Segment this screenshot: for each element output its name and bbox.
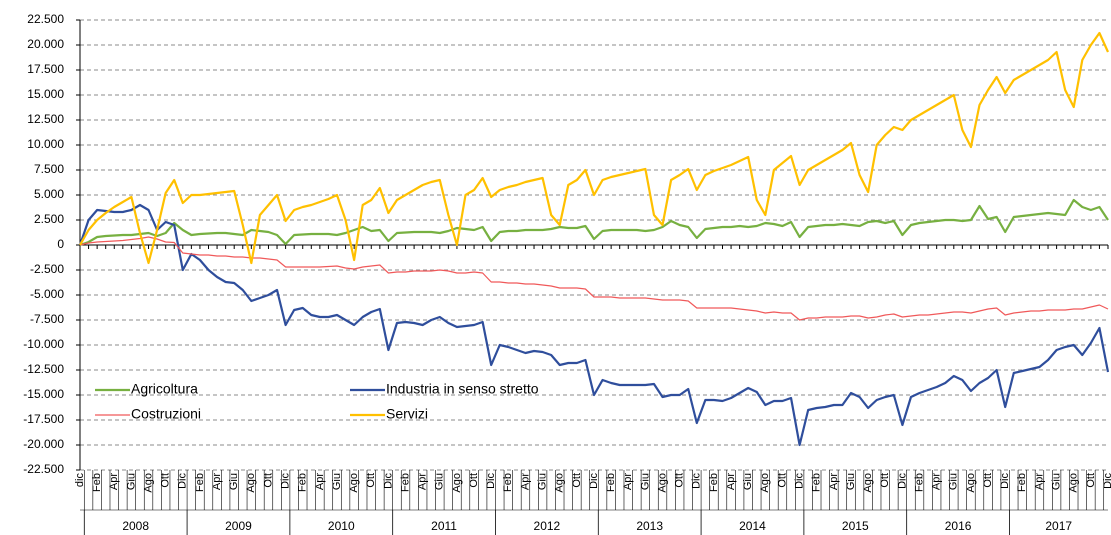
x-tick-label: Giu: [1051, 473, 1063, 490]
x-tick-label: Feb: [194, 473, 206, 492]
x-tick-label: Dic: [485, 473, 497, 489]
x-tick-label: Feb: [502, 473, 514, 492]
x-tick-label: Feb: [605, 473, 617, 492]
x-tick-label: Apr: [725, 473, 737, 490]
legend-label: Industria in senso stretto: [386, 381, 539, 397]
x-tick-label: Apr: [828, 473, 840, 490]
x-tick-label: Ott: [776, 473, 788, 488]
x-tick-label: Ott: [262, 473, 274, 488]
x-tick-label: Feb: [91, 473, 103, 492]
y-tick-label: 5.000: [34, 187, 64, 201]
x-tick-label: Ott: [674, 473, 686, 488]
y-tick-label: -17.500: [23, 412, 64, 426]
x-tick-label: Dic: [691, 473, 703, 489]
x-tick-label: Apr: [622, 473, 634, 490]
y-tick-label: -12.500: [23, 362, 64, 376]
year-label: 2013: [636, 519, 663, 533]
y-tick-label: -5.000: [30, 287, 64, 301]
y-tick-label: 22.500: [27, 12, 64, 26]
x-tick-label: Ott: [1085, 473, 1097, 488]
x-tick-label: Ott: [468, 473, 480, 488]
x-tick-label: Feb: [913, 473, 925, 492]
x-tick-label: Giu: [845, 473, 857, 490]
x-tick-label: Dic: [588, 473, 600, 489]
x-tick-label: Ott: [365, 473, 377, 488]
y-tick-label: 2.500: [34, 212, 64, 226]
year-label: 2017: [1045, 519, 1072, 533]
x-tick-label: Apr: [108, 473, 120, 490]
y-tick-label: 15.000: [27, 87, 64, 101]
x-tick-label: Ago: [142, 473, 154, 493]
y-tick-label: 7.500: [34, 162, 64, 176]
legend-label: Servizi: [386, 406, 428, 422]
y-tick-label: -15.000: [23, 387, 64, 401]
year-label: 2010: [328, 519, 355, 533]
legend-label: Agricoltura: [131, 381, 198, 397]
x-tick-label: Giu: [948, 473, 960, 490]
y-tick-label: 10.000: [27, 137, 64, 151]
series-line: [79, 198, 1109, 247]
year-label: 2008: [122, 519, 149, 533]
x-tick-label: Ago: [554, 473, 566, 493]
y-tick-label: 0: [57, 237, 64, 251]
x-tick-label: Ago: [759, 473, 771, 493]
x-tick-label: Giu: [125, 473, 137, 490]
x-tick-label: Dic: [177, 473, 189, 489]
x-tick-label: Giu: [331, 473, 343, 490]
y-tick-label: -10.000: [23, 337, 64, 351]
x-tick-label: Giu: [742, 473, 754, 490]
x-tick-label: Dic: [1102, 473, 1111, 489]
year-label: 2009: [225, 519, 252, 533]
series-line: [79, 31, 1110, 265]
year-label: 2015: [842, 519, 869, 533]
x-tick-label: Ott: [982, 473, 994, 488]
legend-label: Costruzioni: [131, 406, 201, 422]
y-tick-label: -20.000: [23, 437, 64, 451]
y-tick-label: 20.000: [27, 37, 64, 51]
x-tick-label: Dic: [896, 473, 908, 489]
series-line: [79, 236, 1109, 321]
x-tick-label: Feb: [1016, 473, 1028, 492]
x-tick-label: dic: [74, 473, 86, 488]
x-tick-label: Ago: [656, 473, 668, 493]
x-tick-label: Ago: [451, 473, 463, 493]
x-tick-label: Giu: [639, 473, 651, 490]
x-tick-label: Dic: [382, 473, 394, 489]
x-tick-label: Giu: [537, 473, 549, 490]
y-tick-label: -7.500: [30, 312, 64, 326]
series-line: [78, 203, 1110, 447]
x-tick-label: Dic: [280, 473, 292, 489]
x-tick-label: Ott: [160, 473, 172, 488]
x-tick-label: Apr: [519, 473, 531, 490]
x-tick-label: Feb: [297, 473, 309, 492]
x-tick-label: Ago: [1068, 473, 1080, 493]
x-tick-label: Dic: [794, 473, 806, 489]
year-label: 2012: [534, 519, 561, 533]
y-tick-label: 17.500: [27, 62, 64, 76]
x-tick-label: Apr: [931, 473, 943, 490]
x-tick-label: Dic: [999, 473, 1011, 489]
x-tick-label: Apr: [1033, 473, 1045, 490]
x-tick-label: Giu: [434, 473, 446, 490]
x-tick-label: Ago: [965, 473, 977, 493]
x-tick-label: Ago: [862, 473, 874, 493]
x-tick-label: Giu: [228, 473, 240, 490]
x-tick-label: Apr: [314, 473, 326, 490]
x-tick-label: Ago: [245, 473, 257, 493]
x-tick-label: Ott: [571, 473, 583, 488]
x-tick-label: Ott: [879, 473, 891, 488]
x-tick-label: Apr: [417, 473, 429, 490]
x-tick-label: Apr: [211, 473, 223, 490]
year-label: 2016: [945, 519, 972, 533]
x-tick-label: Feb: [811, 473, 823, 492]
x-tick-label: Feb: [399, 473, 411, 492]
x-tick-label: Ago: [348, 473, 360, 493]
year-label: 2011: [431, 519, 457, 533]
y-tick-label: -22.500: [23, 462, 64, 476]
y-tick-label: 12.500: [27, 112, 64, 126]
year-label: 2014: [739, 519, 766, 533]
x-tick-label: Feb: [708, 473, 720, 492]
y-tick-label: -2.500: [30, 262, 64, 276]
